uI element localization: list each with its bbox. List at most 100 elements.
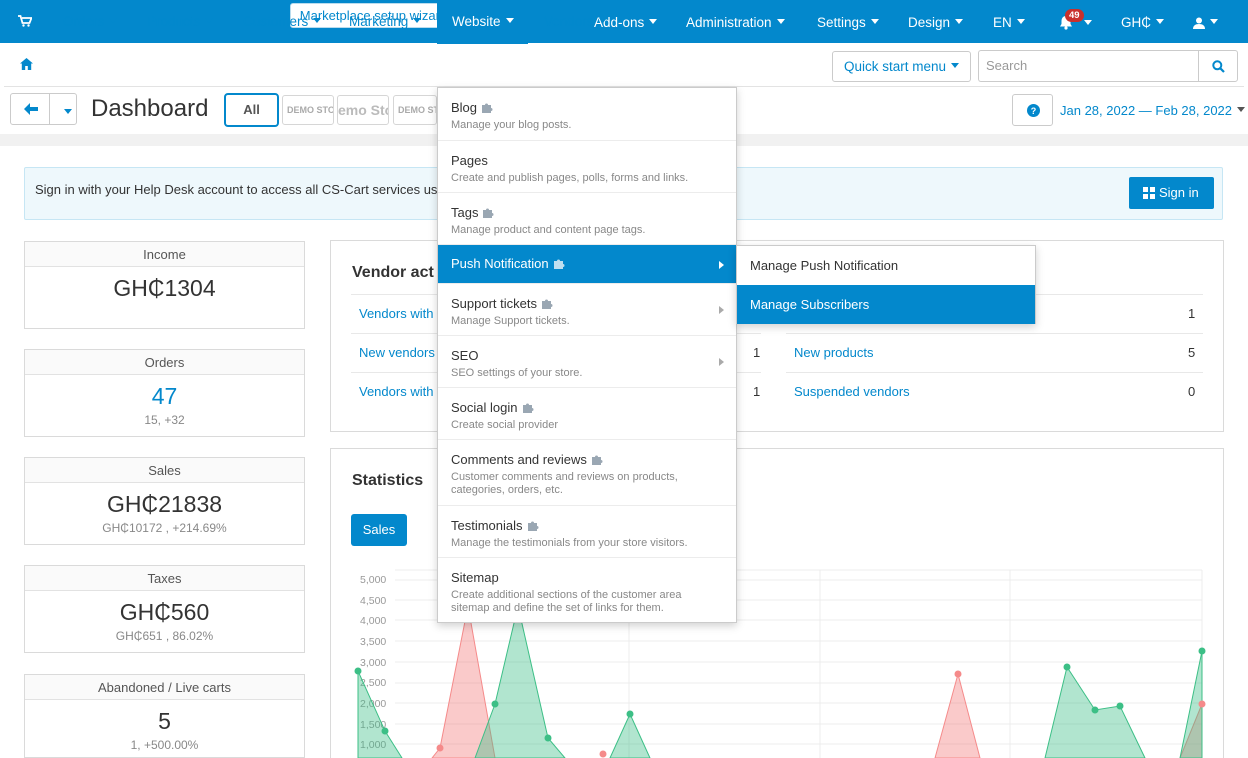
store-button[interactable]: DEMO STORE [393, 95, 437, 125]
data-point[interactable] [954, 670, 962, 678]
menu-item-desc: Manage Support tickets. [451, 315, 570, 327]
kpi-sub: 1, +500.00% [130, 738, 199, 752]
chevron-right-icon [719, 358, 724, 366]
kpi-label: Income [25, 242, 304, 267]
search-input[interactable]: Search [978, 50, 1198, 82]
menu-item-push-notification[interactable]: Push Notification [438, 245, 736, 284]
nav-vendors[interactable]: Vendors [544, 0, 607, 44]
addons-menu[interactable]: Add-ons [594, 0, 658, 43]
y-tick: 4,500 [360, 595, 386, 607]
nav-website[interactable]: Website [437, 0, 528, 44]
menu-item-blog[interactable]: Blog Manage your blog posts. [438, 88, 736, 141]
menu-item-desc: Create social provider [451, 419, 558, 431]
marketplace-wizard-button[interactable]: Marketplace setup wizard [290, 3, 457, 28]
menu-item-seo[interactable]: SEO SEO settings of your store. [438, 336, 736, 388]
vendor-link[interactable]: New vendors [359, 345, 435, 360]
kpi-sub: GH₵651 , 86.02% [115, 629, 214, 643]
menu-item-desc: Manage your blog posts. [451, 119, 572, 131]
nav-label: Products [147, 14, 201, 29]
menu-item-testimonials[interactable]: Testimonials Manage the testimonials fro… [438, 506, 736, 558]
data-point[interactable] [436, 744, 444, 752]
y-tick: 4,000 [360, 615, 386, 627]
menu-item-title: Comments and reviews [451, 452, 604, 467]
data-point[interactable] [491, 700, 499, 708]
submenu-item-manage-push[interactable]: Manage Push Notification [750, 258, 899, 273]
vendor-link[interactable]: Suspended vendors [794, 384, 910, 399]
data-point[interactable] [1091, 706, 1099, 714]
nav-customers[interactable]: Customers [243, 0, 322, 44]
store-button[interactable]: DEMO STORE [282, 95, 334, 125]
currency-menu[interactable]: GH₵ [1121, 0, 1164, 43]
menu-item-title: Support tickets [451, 296, 554, 311]
data-point[interactable] [1198, 647, 1206, 655]
nav-orders[interactable]: Orders [63, 0, 118, 44]
website-dropdown: Blog Manage your blog posts. Pages Creat… [437, 87, 737, 623]
helpdesk-text: Sign in with your Help Desk account to a… [35, 182, 448, 197]
kpi-label: Orders [25, 350, 304, 375]
date-range-label: Jan 28, 2022 — Feb 28, 2022 [1060, 103, 1233, 118]
row-count: 1 [753, 345, 761, 360]
back-button[interactable] [10, 93, 50, 125]
settings-menu[interactable]: Settings [817, 0, 879, 43]
row-count: 1 [753, 384, 761, 399]
date-range-picker[interactable]: Jan 28, 2022 — Feb 28, 2022 [1060, 103, 1246, 118]
kpi-sales: Sales GH₵21838 GH₵10172 , +214.69% [24, 457, 305, 545]
language-menu[interactable]: EN [993, 0, 1025, 43]
menu-item-comments-reviews[interactable]: Comments and reviews Customer comments a… [438, 440, 736, 506]
administration-menu[interactable]: Administration [686, 0, 785, 43]
user-menu[interactable] [1193, 0, 1218, 43]
search-icon [1212, 60, 1225, 73]
chevron-right-icon [719, 261, 724, 269]
kpi-income: Income GH₵1304 [24, 241, 305, 329]
menu-item-title: Push Notification [451, 256, 566, 271]
puzzle-icon [483, 208, 494, 218]
data-point[interactable] [1063, 663, 1071, 671]
quick-start-menu-button[interactable]: Quick start menu [832, 51, 971, 82]
button-label: Sign in [1159, 185, 1199, 200]
data-point[interactable] [1198, 700, 1206, 708]
table-row: New products 5 [786, 333, 1203, 372]
notification-badge: 49 [1065, 9, 1084, 22]
menu-item-pages[interactable]: Pages Create and publish pages, polls, f… [438, 141, 736, 193]
menu-item-tags[interactable]: Tags Manage product and content page tag… [438, 193, 736, 245]
help-button[interactable]: ? [1012, 94, 1053, 126]
signin-button[interactable]: Sign in [1129, 177, 1214, 209]
design-menu[interactable]: Design [908, 0, 964, 43]
menu-item-support-tickets[interactable]: Support tickets Manage Support tickets. [438, 284, 736, 336]
menu-item-title: Tags [451, 205, 495, 220]
tab-sales[interactable]: Sales [351, 514, 407, 546]
vendor-link[interactable]: Vendors with [359, 306, 434, 321]
puzzle-icon [542, 299, 553, 309]
series-area-red [934, 672, 981, 758]
page-title: Dashboard [91, 95, 209, 122]
cart-icon[interactable] [18, 15, 33, 27]
data-point[interactable] [381, 727, 389, 735]
kpi-orders[interactable]: Orders 47 15, +32 [24, 349, 305, 437]
table-row: Suspended vendors 0 [786, 372, 1203, 411]
vendor-link[interactable]: Vendors with [359, 384, 434, 399]
menu-item-social-login[interactable]: Social login Create social provider [438, 388, 736, 440]
data-point[interactable] [626, 710, 634, 718]
chevron-down-icon [1084, 20, 1092, 25]
kpi-label: Sales [25, 458, 304, 483]
data-point[interactable] [1116, 702, 1124, 710]
menu-item-sitemap[interactable]: Sitemap Create additional sections of th… [438, 558, 736, 622]
store-button[interactable]: emo Sto [337, 95, 389, 125]
data-point[interactable] [354, 667, 362, 675]
store-all-button[interactable]: All [224, 93, 279, 127]
home-icon[interactable] [20, 58, 33, 73]
puzzle-icon [522, 403, 533, 413]
submenu-item-manage-subscribers[interactable]: Manage Subscribers [737, 285, 1035, 324]
menu-label: Settings [817, 15, 866, 30]
history-dropdown[interactable] [49, 93, 77, 125]
kpi-value[interactable]: 47 [151, 383, 178, 409]
vendor-link[interactable]: New products [794, 345, 874, 360]
search-button[interactable] [1198, 50, 1238, 82]
panel-title: Statistics [352, 472, 424, 489]
data-point[interactable] [599, 750, 607, 758]
data-point[interactable] [544, 734, 552, 742]
nav-products[interactable]: Products [147, 0, 214, 44]
y-tick: 3,500 [360, 636, 386, 648]
nav-marketing[interactable]: Marketing [349, 0, 422, 44]
nav-label: Orders [63, 14, 105, 29]
